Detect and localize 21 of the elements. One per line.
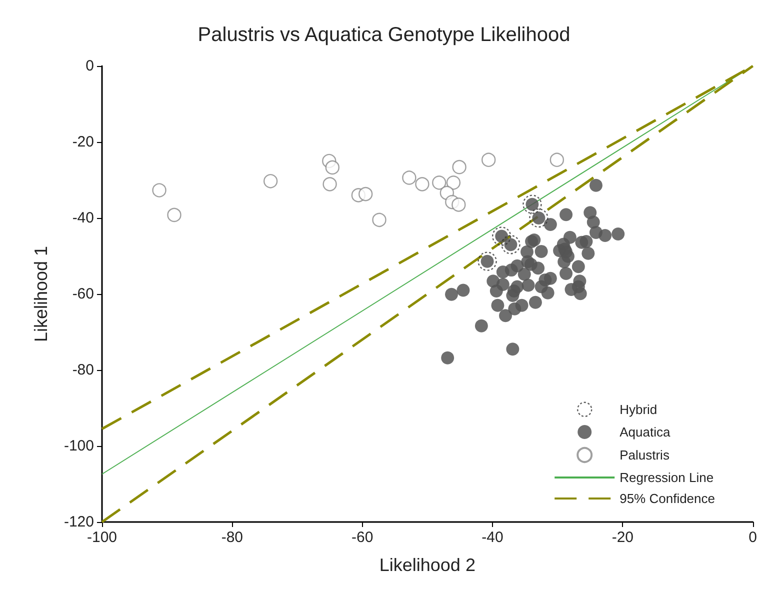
legend-label: Palustris bbox=[620, 448, 670, 462]
y-tick-label: -60 bbox=[72, 286, 94, 302]
legend-label: 95% Confidence bbox=[620, 491, 716, 506]
y-axis-title: Likelihood 1 bbox=[31, 246, 51, 342]
x-tick-label: -100 bbox=[86, 529, 118, 546]
x-tick-label: -40 bbox=[482, 529, 504, 546]
y-tick-label: 0 bbox=[86, 58, 94, 74]
legend-label: Aquatica bbox=[620, 424, 671, 440]
x-axis-title: Likelihood 2 bbox=[379, 555, 476, 575]
x-tick-label: -80 bbox=[221, 529, 244, 546]
y-tick-label: -120 bbox=[64, 514, 94, 530]
y-tick-label: -100 bbox=[64, 438, 94, 454]
legend-label: Hybrid bbox=[620, 402, 658, 417]
y-tick-label: -80 bbox=[72, 362, 94, 378]
x-tick-label: -20 bbox=[612, 529, 634, 546]
legend-label: Regression Line bbox=[620, 470, 714, 485]
y-tick-label: -40 bbox=[72, 210, 94, 226]
chart-title: Palustris vs Aquatica Genotype Likelihood bbox=[198, 24, 570, 46]
x-tick-label: 0 bbox=[748, 529, 757, 546]
y-tick-label: -20 bbox=[72, 134, 94, 150]
x-tick-label: -60 bbox=[351, 529, 374, 546]
